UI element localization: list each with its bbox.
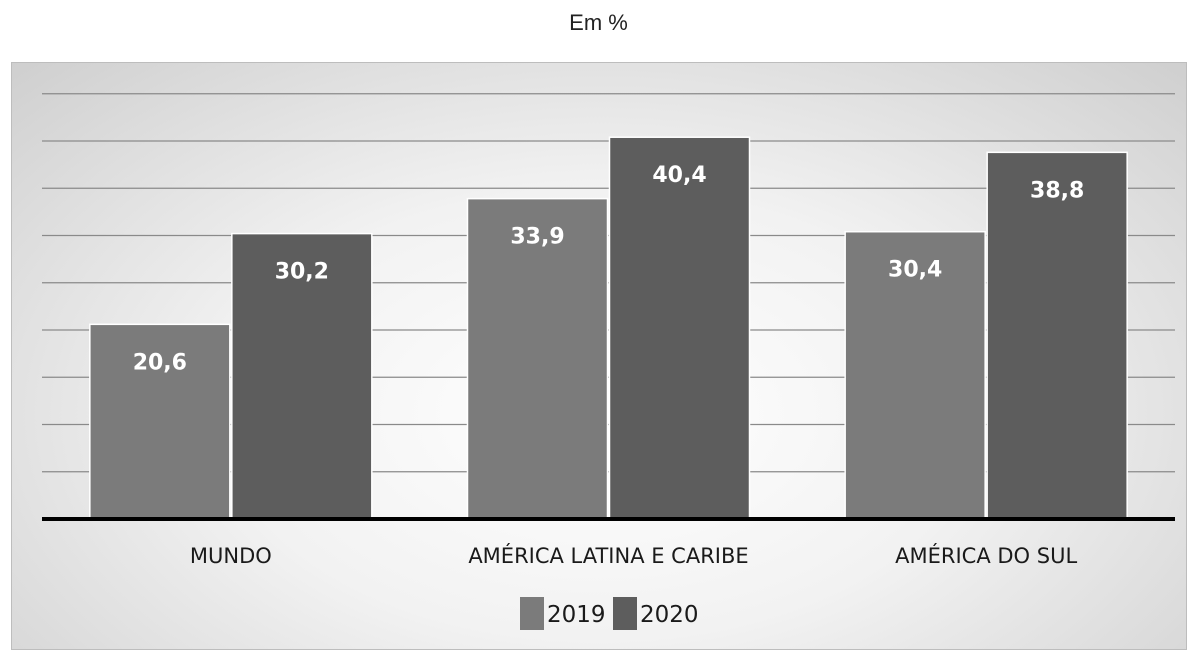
x-tick-label: MUNDO: [190, 544, 272, 568]
bar-2020-2: [986, 151, 1128, 520]
x-tick-label: AMÉRICA LATINA E CARIBE: [468, 543, 748, 568]
bar-2019-1: [466, 197, 609, 520]
data-label: 20,6: [133, 350, 187, 375]
bar-2019-2: [844, 230, 986, 520]
bar-2019-0: [89, 323, 231, 520]
x-tick-label: AMÉRICA DO SUL: [895, 543, 1077, 568]
legend-label: 2020: [640, 602, 699, 628]
data-label: 40,4: [652, 163, 706, 188]
legend-label: 2019: [547, 602, 606, 628]
legend-swatch-2020: [613, 597, 637, 630]
legend-swatch-2019: [520, 597, 544, 630]
data-label: 38,8: [1030, 178, 1084, 203]
chart-title: Em %: [569, 10, 628, 35]
bar-2020-0: [231, 232, 373, 520]
bar-2020-1: [608, 136, 751, 520]
data-label: 33,9: [510, 225, 564, 250]
data-label: 30,2: [275, 260, 329, 285]
data-label: 30,4: [888, 258, 942, 283]
